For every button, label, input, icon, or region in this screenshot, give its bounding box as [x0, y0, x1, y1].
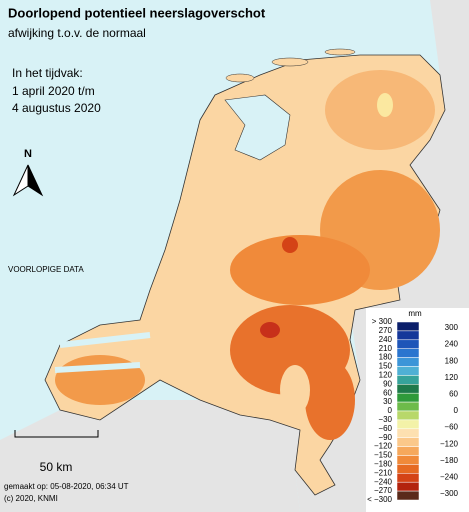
copyright: (c) 2020, KNMI: [4, 494, 58, 503]
legend-label: 150: [379, 362, 393, 371]
legend-swatch: [396, 384, 420, 394]
legend-label: 90: [383, 379, 392, 388]
legend-label: 120: [379, 371, 393, 380]
legend-swatch: [396, 348, 420, 358]
legend-swatch: [396, 392, 420, 403]
legend-label: 120: [445, 373, 459, 382]
legend-label: −180: [440, 456, 459, 465]
scale-bar: [14, 430, 99, 438]
island: [271, 57, 309, 67]
legend-label: 270: [379, 326, 393, 335]
legend-label: −120: [440, 439, 459, 448]
legend-label: −150: [374, 451, 393, 460]
subtitle: afwijking t.o.v. de normaal: [8, 26, 146, 40]
legend-label: 30: [383, 397, 392, 406]
made: gemaakt op: 05-08-2020, 06:34 UT: [4, 482, 129, 491]
legend-label: 0: [388, 406, 393, 415]
legend-label: −240: [374, 477, 393, 486]
legend-swatch: [396, 428, 420, 438]
legend-label: −120: [374, 442, 393, 451]
region: [305, 360, 355, 440]
north-label: N: [24, 148, 32, 160]
legend-label: 300: [445, 323, 459, 332]
legend-label: −30: [378, 415, 392, 424]
legend-swatch: [396, 481, 420, 492]
region: [377, 93, 393, 117]
legend-label: 240: [445, 340, 459, 349]
legend-label: −90: [378, 433, 392, 442]
belgium: [0, 400, 300, 512]
legend-swatch: [396, 330, 420, 341]
legend-label: −60: [444, 423, 458, 432]
legend-swatch: [396, 437, 420, 447]
legend-label: −180: [374, 460, 393, 469]
legend-swatch: [396, 455, 420, 465]
legend-label: −60: [378, 424, 392, 433]
scale-label: 50 km: [40, 460, 73, 474]
legend-label: −240: [440, 473, 459, 482]
legend-label: −300: [440, 489, 459, 498]
legend-label: 0: [454, 406, 459, 415]
legend-swatch: [396, 419, 420, 430]
legend-label: 180: [379, 353, 393, 362]
period-start: 1 april 2020 t/m: [12, 84, 95, 98]
notice: VOORLOPIGE DATA: [8, 265, 84, 274]
legend-label: 240: [379, 335, 393, 344]
north-arrow: [27, 164, 44, 197]
period-end: 4 augustus 2020: [12, 101, 101, 115]
legend-label: > 300: [372, 317, 393, 326]
legend-swatch: [396, 357, 420, 367]
legend-label: −270: [374, 486, 393, 495]
legend-label: −210: [374, 468, 393, 477]
legend-swatch: [396, 473, 420, 483]
legend-unit: mm: [408, 309, 422, 318]
legend-label: 210: [379, 344, 393, 353]
region: [230, 235, 370, 305]
legend-label: 180: [445, 356, 459, 365]
legend-swatch: [396, 339, 420, 349]
estuary: [54, 332, 151, 373]
legend-swatch: [396, 490, 420, 501]
legend-swatch: [396, 410, 420, 421]
period-label: In het tijdvak:: [12, 66, 83, 80]
legend-swatch: [396, 446, 420, 456]
ijsselmeer: [224, 94, 291, 161]
island: [225, 73, 255, 83]
legend-label: 60: [383, 388, 392, 397]
legend-label: < −300: [367, 495, 392, 504]
title: Doorlopend potentieel neerslagoverschot: [8, 5, 266, 20]
legend-label: 60: [449, 390, 458, 399]
legend-swatch: [396, 321, 420, 332]
legend-swatch: [396, 464, 420, 474]
island: [324, 48, 356, 56]
region: [260, 322, 280, 338]
legend-swatch: [396, 375, 420, 385]
region: [280, 365, 310, 415]
legend-swatch: [396, 401, 420, 412]
region: [282, 237, 298, 253]
legend-swatch: [396, 366, 420, 376]
